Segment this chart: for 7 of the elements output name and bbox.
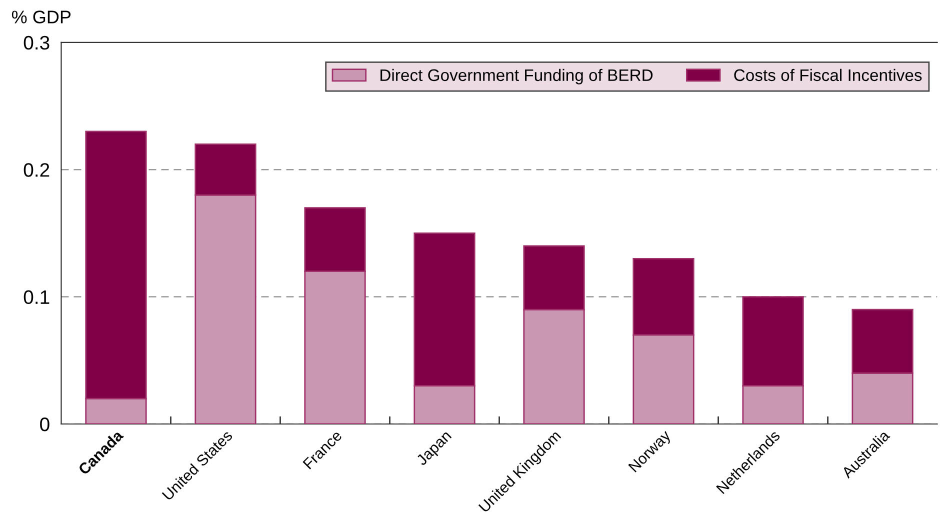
y-tick-label: 0.1	[24, 290, 50, 304]
legend-label: Direct Government Funding of BERD	[380, 68, 653, 84]
legend-label: Costs of Fiscal Incentives	[734, 68, 922, 82]
y-tick-label: 0.2	[24, 163, 50, 177]
y-tick-label: 0	[40, 417, 50, 432]
y-axis-title: % GDP	[12, 10, 71, 24]
y-tick-label: 0.3	[24, 36, 50, 50]
